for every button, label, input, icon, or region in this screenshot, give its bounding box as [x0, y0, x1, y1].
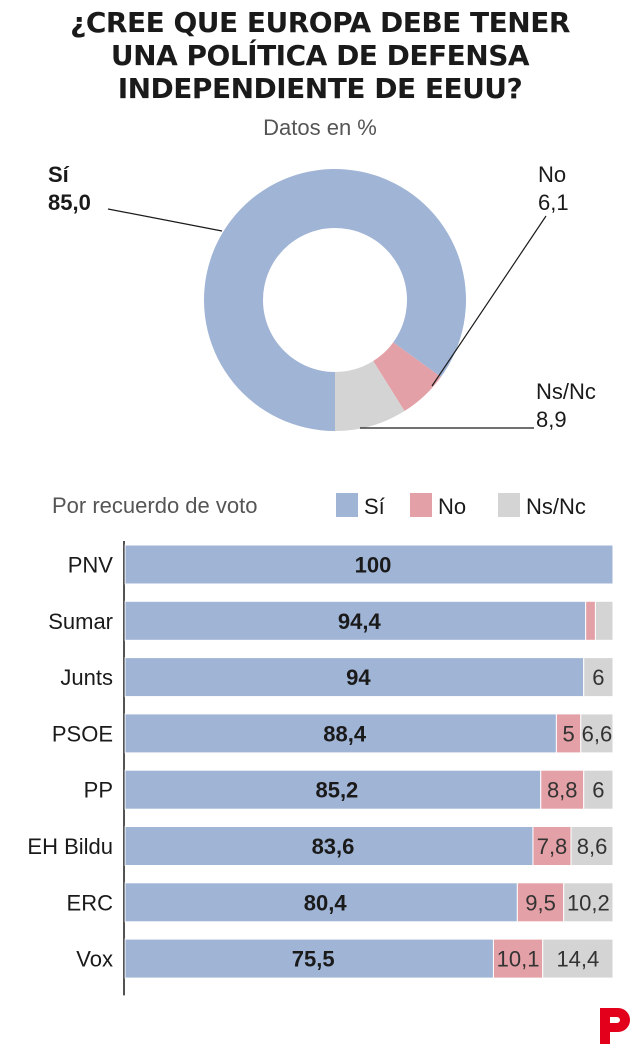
donut-slice-no: [373, 342, 441, 412]
bar-psoe-si: [124, 713, 557, 754]
bar-erc-nsnc: [563, 882, 614, 923]
data-label-eh-bildu-nsnc: 8,6: [577, 834, 608, 859]
donut-label-nsnc-value: 8,9: [536, 407, 567, 432]
category-label-pnv: PNV: [68, 553, 114, 578]
data-label-psoe-si: 88,4: [323, 721, 367, 746]
bar-sumar-no: [585, 600, 596, 641]
data-label-eh-bildu-si: 83,6: [312, 834, 355, 859]
donut-chart: Sí 85,0 No 6,1 Ns/Nc 8,9: [48, 162, 596, 432]
data-label-eh-bildu-no: 7,8: [537, 834, 568, 859]
bar-eh-bildu-nsnc: [570, 826, 614, 866]
data-label-sumar-si: 94,4: [338, 609, 382, 634]
donut-label-no-name: No: [538, 162, 566, 187]
category-label-junts: Junts: [60, 665, 113, 690]
donut-label-no-value: 6,1: [538, 190, 569, 215]
bar-pp-no: [540, 769, 585, 810]
data-label-psoe-nsnc: 6,6: [582, 721, 613, 746]
bar-vox-nsnc: [542, 938, 614, 979]
data-label-erc-nsnc: 10,2: [567, 890, 610, 915]
bar-eh-bildu-no: [532, 826, 572, 866]
legend-label-si: Sí: [364, 494, 385, 519]
stacked-bar-chart: Por recuerdo de voto Sí No Ns/Nc PNV 100 Sumar…: [27, 493, 614, 996]
bar-eh-bildu-si: [124, 826, 534, 866]
bar-sumar-si: [124, 600, 587, 641]
title-line-1: ¿CREE QUE EUROPA DEBE TENER: [70, 6, 570, 39]
data-label-junts-si: 94: [346, 665, 371, 690]
bar-pp-si: [124, 769, 542, 810]
legend-label-nsnc: Ns/Nc: [526, 494, 586, 519]
data-label-erc-si: 80,4: [304, 890, 348, 915]
bar-psoe-no: [555, 713, 582, 754]
title-line-2: UNA POLÍTICA DE DEFENSA: [110, 39, 530, 72]
title-line-3: INDEPENDIENTE DE EEUU?: [117, 72, 523, 105]
bar-erc-no: [516, 882, 565, 923]
data-label-pp-nsnc: 6: [592, 778, 604, 803]
category-label-psoe: PSOE: [52, 721, 113, 746]
category-label-sumar: Sumar: [48, 609, 113, 634]
bar-vox-si: [124, 938, 494, 979]
category-label-erc: ERC: [67, 890, 114, 915]
data-label-erc-no: 9,5: [525, 890, 556, 915]
donut-label-nsnc-name: Ns/Nc: [536, 379, 596, 404]
category-label-pp: PP: [84, 778, 113, 803]
donut-label-si-value: 85,0: [48, 190, 91, 215]
donut-leader-no: [431, 215, 547, 387]
legend-label-no: No: [438, 494, 466, 519]
bar-pnv-si: [124, 544, 614, 585]
legend-swatch-no: [410, 493, 432, 517]
bar-psoe-nsnc: [580, 713, 614, 754]
brand-logo-icon: [600, 1008, 630, 1044]
category-label-eh-bildu: EH Bildu: [27, 834, 113, 859]
donut-slice-si: [204, 169, 467, 432]
chart-subtitle: Datos en %: [263, 115, 377, 140]
donut-slice-nsnc: [335, 361, 405, 431]
data-label-vox-no: 10,1: [497, 947, 540, 972]
bar-sumar-nsnc: [594, 600, 614, 641]
legend-swatch-si: [336, 493, 358, 517]
data-label-vox-nsnc: 14,4: [556, 947, 599, 972]
legend-swatch-nsnc: [498, 493, 520, 517]
donut-label-si-name: Sí: [48, 162, 70, 187]
bar-pp-nsnc: [583, 769, 614, 810]
chart-title: ¿CREE QUE EUROPA DEBE TENER UNA POLÍTICA…: [0, 6, 640, 105]
donut-leader-si: [107, 208, 223, 232]
data-label-pnv-si: 100: [355, 553, 392, 578]
bar-erc-si: [124, 882, 518, 923]
data-label-junts-nsnc: 6: [592, 665, 604, 690]
category-label-vox: Vox: [76, 947, 113, 972]
bar-junts-nsnc: [583, 657, 614, 698]
data-label-psoe-no: 5: [562, 721, 574, 746]
legend-title: Por recuerdo de voto: [52, 493, 257, 518]
data-label-pp-si: 85,2: [315, 778, 358, 803]
data-label-pp-no: 8,8: [547, 778, 578, 803]
data-label-vox-si: 75,5: [292, 947, 335, 972]
